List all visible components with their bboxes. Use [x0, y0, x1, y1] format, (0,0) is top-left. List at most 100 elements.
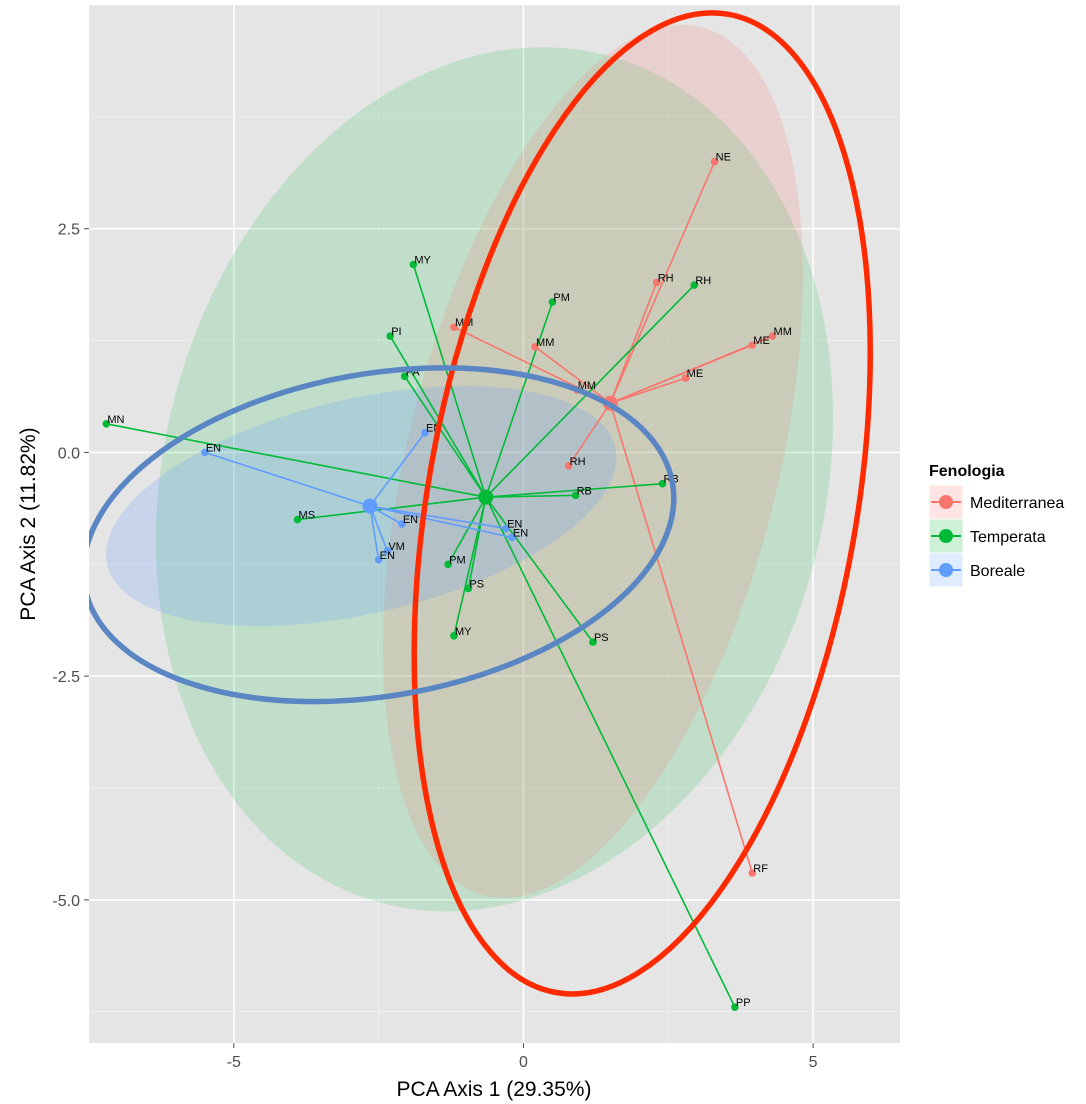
point-temperata	[731, 1003, 739, 1012]
point-temperata	[400, 372, 409, 381]
plot-panel	[89, 5, 900, 1043]
point-mediterranea	[710, 157, 719, 166]
point-label: RH	[570, 456, 586, 468]
x-tick-label: 5	[809, 1054, 818, 1071]
centroid-segments	[106, 161, 773, 1008]
legend-key-dot	[939, 495, 953, 509]
point-temperata	[589, 638, 597, 646]
point-label: PP	[736, 997, 751, 1009]
legend-label-boreale: Boreale	[970, 563, 1025, 580]
legend-key-dot	[939, 529, 953, 543]
segment-boreale	[369, 432, 426, 507]
segment-temperata	[485, 482, 663, 498]
legend-label-mediterranea: Mediterranea	[970, 495, 1064, 512]
y-tick-label: -2.5	[52, 669, 80, 686]
point-label: ME	[687, 368, 704, 380]
x-tick-label: -5	[227, 1054, 241, 1071]
point-label: MM	[774, 326, 792, 338]
point-label: PM	[553, 292, 570, 304]
point-label: NE	[716, 152, 731, 164]
point-label: PS	[469, 578, 484, 590]
segment-temperata	[389, 335, 487, 498]
point-label: PM	[449, 554, 466, 566]
point-label: ME	[753, 335, 770, 347]
legend-key-dot	[939, 563, 953, 577]
point-mediterranea	[450, 323, 458, 331]
point-mediterranea	[748, 869, 757, 877]
segment-temperata	[485, 494, 576, 498]
segment-boreale	[369, 505, 507, 530]
y-tick-label: 0.0	[58, 445, 80, 462]
segment-boreale	[204, 451, 371, 507]
point-temperata	[293, 515, 302, 524]
annotation-blue-ellipse	[89, 365, 677, 705]
point-boreale	[421, 428, 429, 437]
segment-mediterranea	[609, 161, 716, 404]
segment-boreale	[369, 505, 389, 552]
point-label: MM	[536, 337, 554, 349]
legend-label-temperata: Temperata	[970, 529, 1046, 546]
centroid-temperata	[478, 489, 494, 505]
segment-mediterranea	[534, 346, 611, 404]
point-mediterranea	[768, 332, 777, 340]
segment-mediterranea	[609, 282, 658, 404]
axes: -5 0 5 2.5 0.0 -2.5 -5.0	[52, 222, 817, 1071]
point-temperata	[386, 332, 395, 340]
segment-temperata	[297, 496, 486, 521]
point-mediterranea	[681, 374, 690, 382]
segment-mediterranea	[567, 402, 612, 467]
point-boreale	[374, 555, 383, 564]
y-axis-title: PCA Axis 2 (11.82%)	[17, 427, 40, 620]
segment-temperata	[485, 496, 594, 643]
point-temperata	[450, 632, 458, 640]
segment-temperata	[404, 375, 487, 498]
highlight-annotations	[89, 10, 873, 997]
point-temperata	[690, 281, 699, 289]
point-temperata	[444, 560, 452, 569]
point-boreale	[398, 520, 406, 528]
data-points	[102, 157, 777, 1012]
point-label: EN	[380, 550, 395, 562]
point-temperata	[571, 491, 580, 500]
segment-temperata	[447, 496, 487, 565]
y-tick-label: 2.5	[58, 222, 80, 239]
grid-lines	[88, 4, 900, 1043]
ellipse-temperata	[155, 47, 834, 912]
point-label: RB	[577, 485, 592, 497]
point-temperata	[658, 479, 667, 488]
point-mediterranea	[748, 341, 757, 349]
legend: Fenologia Mediterranea Temperata Boreale	[928, 463, 1064, 588]
point-label: RF	[753, 863, 768, 875]
point-boreale	[508, 533, 516, 542]
point-temperata	[409, 260, 418, 269]
ellipse-mediterranea	[383, 24, 803, 898]
point-label: EN	[513, 527, 528, 539]
segment-mediterranea	[609, 402, 754, 874]
point-boreale	[502, 524, 510, 533]
ellipse-boreale	[106, 386, 617, 627]
segment-temperata	[106, 422, 486, 498]
point-mediterranea	[531, 343, 539, 351]
point-label: RH	[658, 272, 674, 284]
x-axis-title: PCA Axis 1 (29.35%)	[397, 1078, 592, 1101]
y-tick-label: -5.0	[52, 893, 80, 910]
annotation-red-ellipse	[411, 10, 873, 997]
segment-temperata	[485, 284, 695, 498]
point-label: MY	[414, 255, 431, 267]
point-label: VM	[388, 541, 405, 553]
centroid-boreale	[362, 498, 378, 514]
point-label: EN	[507, 518, 522, 530]
point-label: MN	[107, 414, 124, 426]
segment-boreale	[369, 505, 513, 539]
point-label: MS	[299, 510, 316, 522]
point-label: PS	[594, 632, 609, 644]
segment-temperata	[453, 496, 487, 637]
point-temperata	[464, 584, 473, 593]
point-boreale	[201, 448, 209, 457]
confidence-ellipses	[106, 24, 834, 912]
point-label: EN	[403, 514, 418, 526]
point-label: PI	[391, 326, 401, 338]
segment-mediterranea	[610, 377, 686, 404]
segment-temperata	[485, 301, 554, 498]
